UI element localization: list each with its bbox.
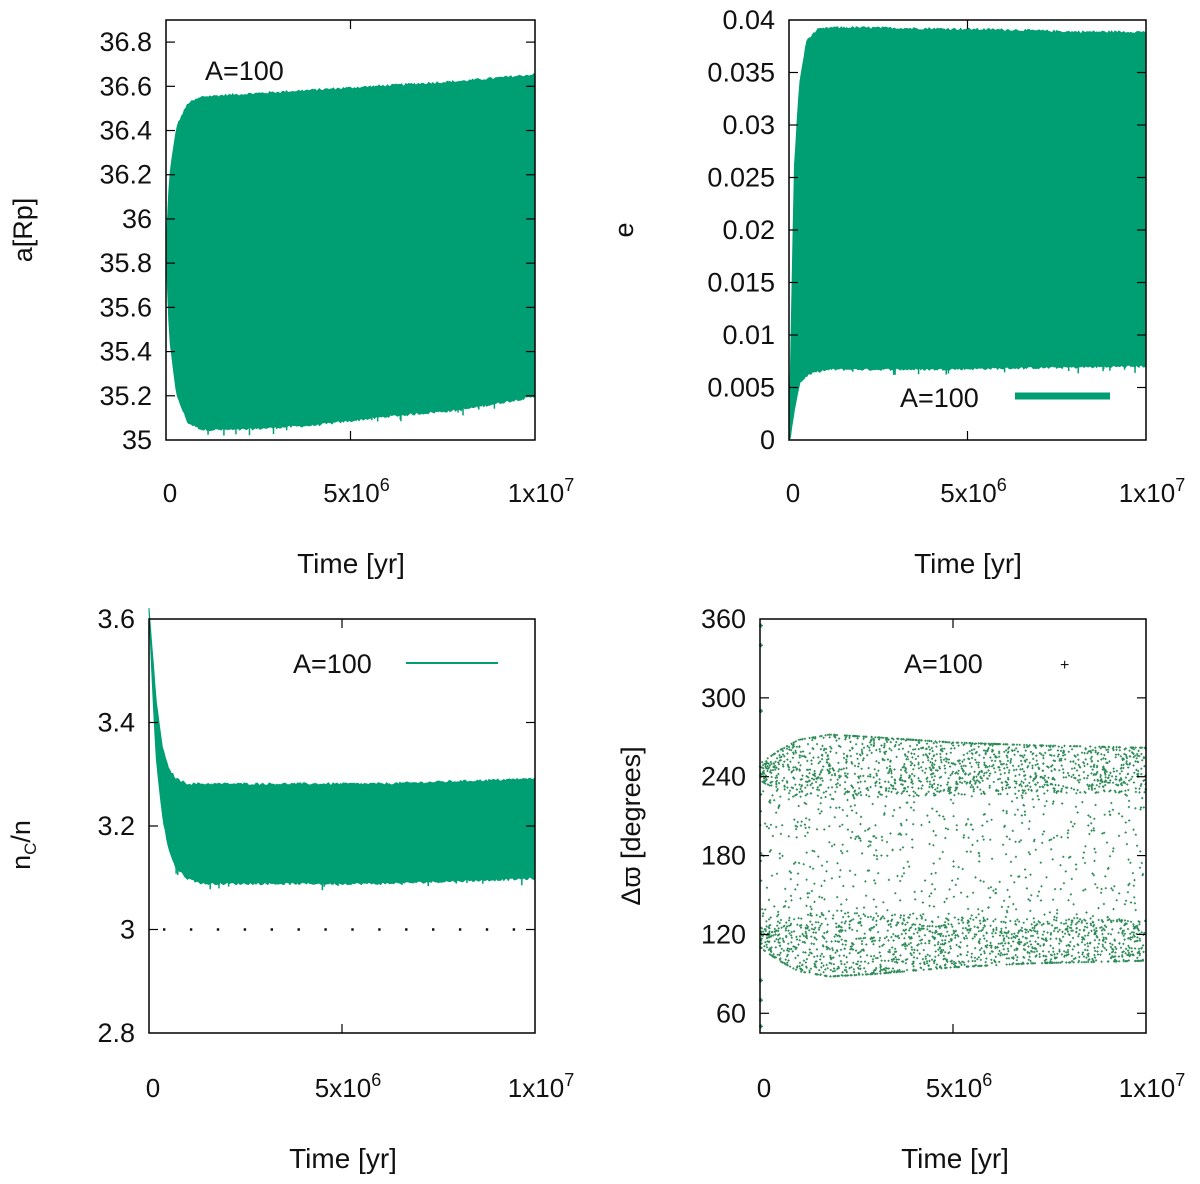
e-xtick-label: 1x107 [1119, 475, 1185, 508]
dw-legend-box [895, 640, 1135, 685]
a-band-layer [165, 73, 536, 436]
nc-y-axis-label-sub: C [21, 843, 40, 855]
nc-xtick-label: 0 [146, 1073, 160, 1103]
e-ytick-label: 0 [760, 425, 775, 455]
e-ytick-label: 0.015 [707, 268, 775, 298]
a-ytick-label: 36.6 [99, 71, 152, 101]
nc-ticks-layer: 2.8 3 3.2 3.4 3.6 0 5x106 1x107 [97, 604, 574, 1103]
nc-ytick-label: 3 [120, 915, 135, 945]
dw-x-axis-label: Time [yr] [901, 1143, 1009, 1174]
e-legend-label: A=100 [900, 383, 979, 413]
nc-y-axis-label-main: n [6, 855, 36, 870]
e-ytick-label: 0.035 [707, 58, 775, 88]
e-y-axis-label: e [609, 222, 639, 237]
e-ytick-label: 0.02 [722, 215, 775, 245]
panel-dw: 60 120 180 240 300 360 0 5x106 1x107 A=100 + Δϖ … [616, 604, 1185, 1174]
a-plot-frame [165, 19, 536, 441]
e-ytick-label: 0.025 [707, 163, 775, 193]
nc-ytick-label: 3.4 [97, 708, 135, 738]
a-series-band [165, 73, 536, 432]
dw-plot-frame [759, 618, 1147, 1034]
nc-legend-label: A=100 [293, 649, 372, 679]
a-legend-label: A=100 [205, 56, 284, 86]
dw-ytick-label: 240 [701, 762, 746, 792]
nc-xtick-label: 1x107 [508, 1070, 574, 1103]
e-ytick-label: 0.005 [707, 373, 775, 403]
a-xtick-label: 1x107 [508, 475, 574, 508]
a-y-axis-label: a[Rp] [8, 198, 38, 263]
dw-scatter-points [758, 733, 1147, 978]
panel-e: 0 0.005 0.01 0.015 0.02 0.025 0.03 0.035 0.04 0 5x… [609, 5, 1185, 579]
a-ytick-label: 36.8 [99, 27, 152, 57]
dw-xtick-label: 1x107 [1119, 1070, 1185, 1103]
e-x-axis-label: Time [yr] [914, 548, 1022, 579]
panel-nc: 2.8 3 3.2 3.4 3.6 0 5x106 1x107 A=100 nC/n Time… [6, 604, 574, 1174]
dw-ytick-label: 300 [701, 683, 746, 713]
dw-xtick-label: 0 [757, 1073, 771, 1103]
dw-points-layer [758, 623, 1147, 1029]
a-x-axis-label: Time [yr] [297, 548, 405, 579]
dw-ytick-label: 60 [716, 998, 746, 1028]
dw-ytick-label: 120 [701, 919, 746, 949]
panel-a: 35 35.2 35.4 35.6 35.8 36 36.2 36.4 36.6 36.8 0 5x1… [8, 19, 574, 579]
a-ytick-label: 36 [122, 204, 152, 234]
dw-ytick-label: 360 [701, 604, 746, 634]
nc-x-axis-label: Time [yr] [289, 1143, 397, 1174]
nc-y-axis-label-tail: /n [6, 820, 36, 843]
e-ticks-layer: 0 0.005 0.01 0.015 0.02 0.025 0.03 0.035 0.04 0 5x… [707, 5, 1185, 508]
dw-legend-label: A=100 [904, 649, 983, 679]
a-ticks-layer: 35 35.2 35.4 35.6 35.8 36 36.2 36.4 36.6 36.8 0 5x1… [99, 20, 574, 508]
a-ytick-label: 35 [122, 425, 152, 455]
e-ytick-label: 0.04 [722, 5, 775, 35]
a-ytick-label: 35.4 [99, 337, 152, 367]
dw-ytick-label: 180 [701, 841, 746, 871]
a-xtick-label: 5x106 [323, 475, 389, 508]
dw-legend-marker: + [1060, 657, 1069, 674]
nc-ytick-label: 3.2 [97, 811, 135, 841]
e-xtick-label: 0 [786, 478, 800, 508]
nc-ytick-label: 3.6 [97, 604, 135, 634]
nc-plot-frame [148, 618, 536, 1034]
a-ytick-label: 35.2 [99, 381, 152, 411]
e-plot-frame [788, 19, 1147, 441]
dw-xtick-label: 5x106 [926, 1070, 992, 1103]
dw-y-axis-label: Δϖ [degrees] [616, 746, 646, 905]
e-xtick-label: 5x106 [940, 475, 1006, 508]
a-ytick-label: 35.8 [99, 248, 152, 278]
dw-ticks-layer: 60 120 180 240 300 360 0 5x106 1x107 [701, 604, 1185, 1103]
a-ytick-label: 35.6 [99, 292, 152, 322]
e-ytick-label: 0.03 [722, 110, 775, 140]
nc-ytick-label: 2.8 [97, 1018, 135, 1048]
nc-xtick-label: 5x106 [315, 1070, 381, 1103]
a-ytick-label: 36.2 [99, 160, 152, 190]
a-ytick-label: 36.4 [99, 116, 152, 146]
a-xtick-label: 0 [163, 478, 177, 508]
nc-y-axis-label: nC/n [6, 820, 40, 870]
e-ytick-label: 0.01 [722, 320, 775, 350]
